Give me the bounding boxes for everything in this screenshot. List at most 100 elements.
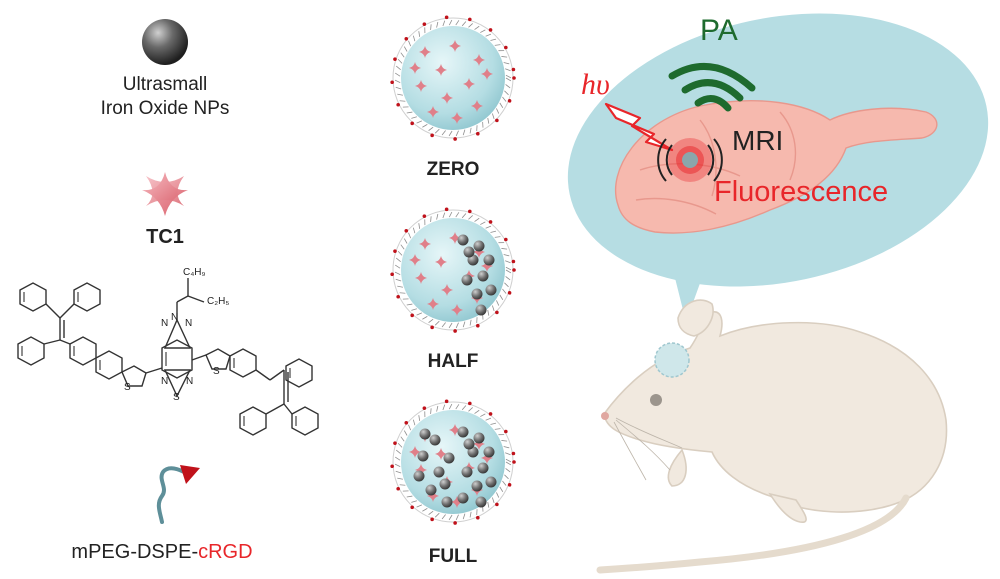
lipid-tail xyxy=(406,303,413,306)
lipid-tail xyxy=(504,90,509,96)
lipid-tail xyxy=(408,40,412,47)
lipid-tail xyxy=(395,65,401,71)
crgd-ligand xyxy=(422,22,427,26)
crgd-ligand xyxy=(504,45,508,50)
lipid-tail xyxy=(494,236,501,238)
lipid-tail xyxy=(499,486,504,492)
lipid-tail xyxy=(469,511,472,518)
iron-oxide-np xyxy=(473,432,485,444)
nanoparticle-full xyxy=(390,399,516,525)
crgd-ligand xyxy=(410,505,414,510)
lipid-tail xyxy=(455,322,459,329)
lipid-tail xyxy=(499,102,504,108)
lipid-tail xyxy=(502,288,507,294)
np-core xyxy=(401,218,505,322)
lipid-tail xyxy=(430,216,432,223)
tc1-molecule xyxy=(481,68,493,80)
lipid-tail xyxy=(397,58,403,64)
atom-s-thiophene-right: S xyxy=(213,366,220,377)
lipid-tail xyxy=(501,440,508,442)
lipid-tail xyxy=(403,238,408,244)
lipid-tail xyxy=(395,86,402,90)
lipid-tail xyxy=(448,19,453,26)
iron-oxide-np xyxy=(425,484,437,496)
iron-oxide-np xyxy=(463,438,475,450)
lipid-tail xyxy=(502,480,507,486)
tc1-molecule xyxy=(449,424,461,436)
lipid-tail xyxy=(412,35,416,42)
crgd-ligand xyxy=(430,133,434,138)
crgd-ligand xyxy=(410,313,414,318)
tc1-molecule xyxy=(419,238,431,250)
tc1-molecule xyxy=(415,272,427,284)
crgd-ligand xyxy=(468,401,472,406)
lipid-tail xyxy=(395,278,402,282)
lipid-tail xyxy=(428,318,434,323)
lipid-tail xyxy=(480,221,486,225)
iron-oxide-np xyxy=(477,462,489,474)
lipid-tail xyxy=(434,512,440,518)
brain-illustration xyxy=(614,100,938,234)
crgd-ligand xyxy=(422,214,427,218)
tc1-molecule xyxy=(409,446,421,458)
np-label-half: HALF xyxy=(427,351,479,372)
crgd-ligand xyxy=(393,441,397,445)
lipid-tail xyxy=(485,33,492,37)
lipid-tail xyxy=(505,276,511,281)
alkyl-label-top: C₄H₉ xyxy=(183,267,206,278)
aromatic-bonds xyxy=(21,292,297,426)
iron-oxide-np xyxy=(485,284,497,296)
crgd-ligand xyxy=(393,249,397,253)
lipid-tail xyxy=(416,120,423,124)
iron-oxide-np xyxy=(477,270,489,282)
tc1-molecule xyxy=(449,40,461,52)
crgd-ligand xyxy=(476,323,480,328)
mouse-whiskers xyxy=(613,417,683,481)
tc1-molecule xyxy=(435,256,447,268)
lipid-tail xyxy=(436,21,439,28)
lipid-tail xyxy=(474,25,480,30)
tc1-molecule xyxy=(427,490,439,502)
iron-oxide-np xyxy=(457,426,469,438)
lipid-tail xyxy=(403,430,408,436)
lipid-tail xyxy=(505,452,511,456)
lipid-tail xyxy=(505,266,512,271)
lipid-tail xyxy=(411,116,417,119)
iron-oxide-np xyxy=(419,428,431,440)
alkyl-label-bottom: C₂H₅ xyxy=(207,296,230,307)
lipid-tail xyxy=(430,408,432,415)
mri-label: MRI xyxy=(732,125,784,156)
lipid-tail xyxy=(468,407,473,412)
iron-oxide-np xyxy=(457,234,469,246)
lipid-tail xyxy=(416,504,423,508)
lipid-tail xyxy=(462,129,466,136)
lipid-tail xyxy=(394,456,401,461)
lipid-tail xyxy=(505,269,512,274)
lipid-tail xyxy=(490,38,497,41)
lipid-tail xyxy=(455,514,459,521)
iron-oxide-np xyxy=(461,274,473,286)
atom-n-bottom-left: N xyxy=(161,376,169,387)
crgd-ligand xyxy=(404,228,409,233)
crgd-ligand xyxy=(512,268,516,272)
lipid-tail xyxy=(468,215,473,220)
mouse-nose xyxy=(601,412,609,420)
lipid-tail xyxy=(448,403,453,410)
lipid-tail xyxy=(504,282,509,288)
np-label-full: FULL xyxy=(428,546,478,567)
crgd-ligand xyxy=(468,17,472,22)
lipid-tail xyxy=(461,21,467,27)
lipid-tail xyxy=(448,322,453,329)
crgd-ligand xyxy=(430,325,434,330)
iron-oxide-np xyxy=(471,480,483,492)
tc1-molecule xyxy=(481,452,493,464)
lipid-tail xyxy=(455,404,460,410)
lipid-tail xyxy=(462,321,466,328)
tc1-molecule xyxy=(473,438,485,450)
lipid-tail xyxy=(505,260,511,264)
lipid-tail xyxy=(395,257,401,263)
crgd-ligand xyxy=(396,102,400,107)
crgd-ligand xyxy=(476,515,480,520)
nanoparticle-zero xyxy=(390,15,516,141)
